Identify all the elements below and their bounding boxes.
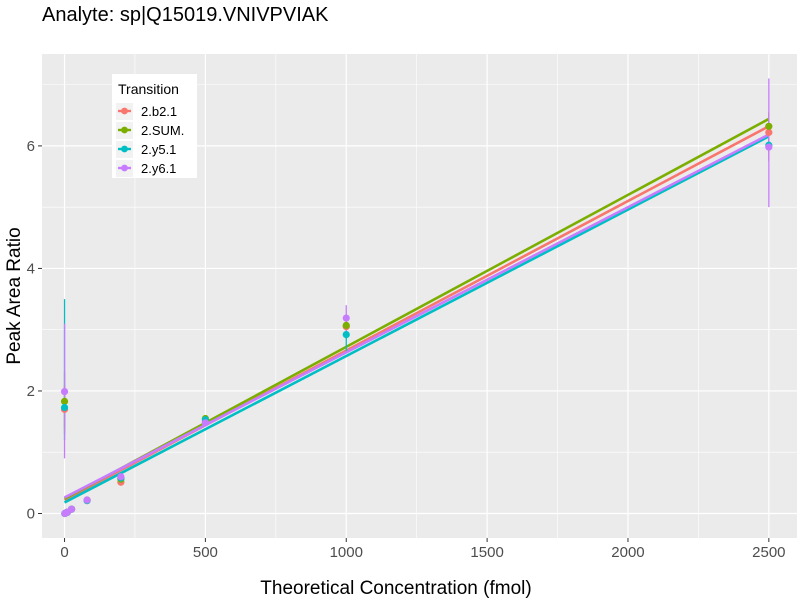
x-tick-label: 2500: [752, 544, 785, 561]
data-point: [83, 496, 91, 504]
legend-key-point: [121, 145, 128, 153]
legend: Transition 2.b2.1 2.SUM. 2.y5.1 2.y6.1: [112, 74, 197, 178]
x-tick-label: 2000: [611, 544, 644, 561]
fit-lines: [63, 117, 770, 504]
data-points: [60, 122, 773, 518]
legend-key-point: [121, 126, 128, 134]
data-point: [765, 128, 773, 137]
data-point: [60, 387, 69, 396]
fit-line: [63, 135, 770, 504]
y-tick-label: 4: [27, 260, 35, 277]
y-axis-ticks: 0 2 4 6: [27, 138, 42, 522]
data-point: [201, 419, 209, 427]
legend-items: 2.b2.1 2.SUM. 2.y5.1 2.y6.1: [116, 103, 184, 177]
fit-line: [63, 117, 770, 500]
x-axis-title: Theoretical Concentration (fmol): [260, 578, 531, 599]
legend-key-point: [121, 107, 128, 115]
data-point: [342, 321, 350, 330]
legend-key-point: [121, 164, 128, 172]
data-point: [342, 330, 350, 339]
x-tick-label: 1500: [470, 544, 503, 561]
data-point: [67, 505, 76, 513]
x-axis-ticks: 0 500 1000 1500 2000 2500: [60, 538, 786, 561]
chart-title: Analyte: sp|Q15019.VNIVPVIAK: [42, 4, 329, 26]
data-point: [765, 122, 773, 130]
data-point: [60, 397, 69, 405]
y-tick-label: 6: [27, 138, 35, 155]
data-point: [60, 403, 69, 412]
data-point: [342, 314, 350, 322]
fit-line: [63, 133, 770, 499]
y-tick-label: 0: [27, 505, 35, 522]
y-tick-label: 2: [27, 383, 35, 400]
legend-label: 2.SUM.: [141, 123, 184, 138]
legend-label: 2.b2.1: [141, 104, 177, 119]
x-tick-label: 0: [60, 544, 68, 561]
y-axis-title: Peak Area Ratio: [4, 227, 25, 364]
data-point: [117, 473, 125, 481]
legend-title: Transition: [118, 81, 179, 97]
x-tick-label: 1000: [330, 544, 363, 561]
data-point: [765, 143, 773, 151]
x-tick-label: 500: [193, 544, 218, 561]
legend-label: 2.y5.1: [141, 142, 176, 157]
legend-label: 2.y6.1: [141, 161, 176, 176]
